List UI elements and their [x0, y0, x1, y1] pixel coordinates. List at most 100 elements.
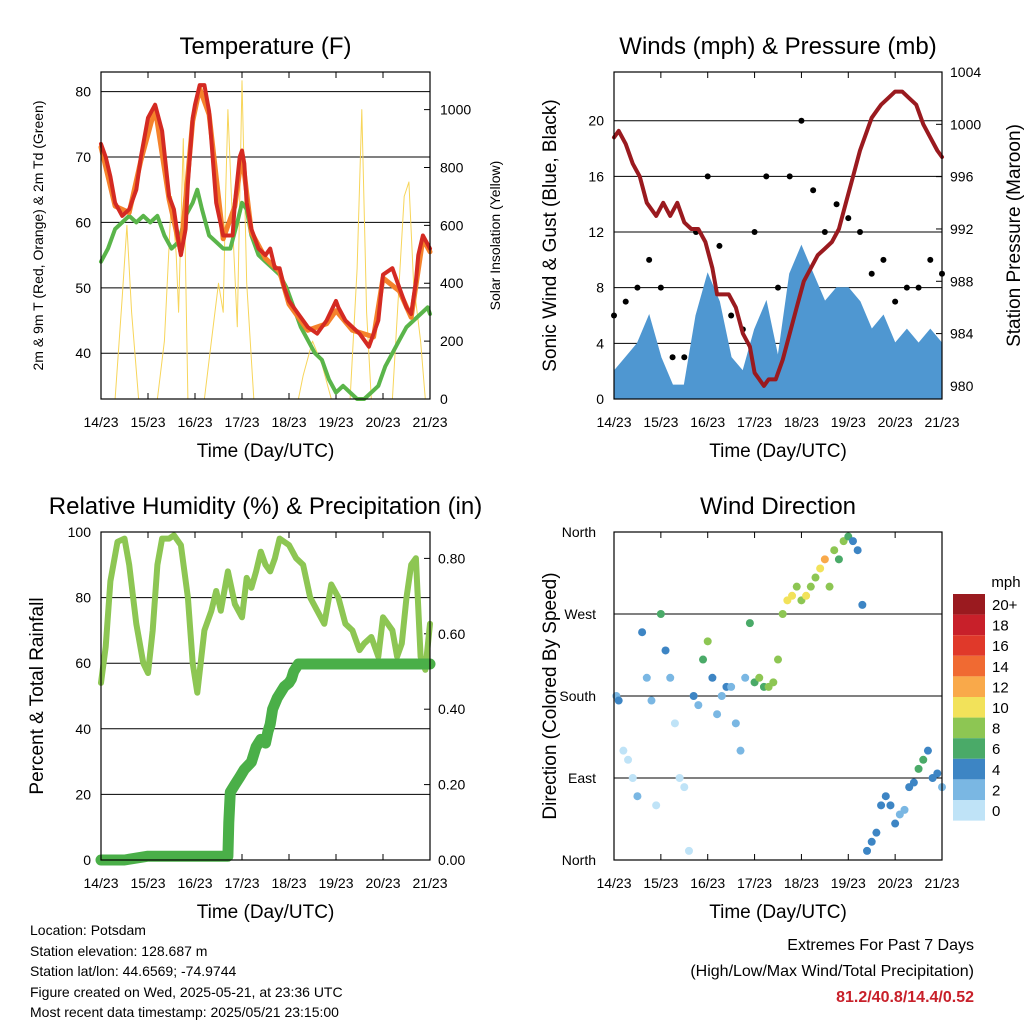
gust-point — [915, 284, 922, 291]
extremes-subheading: (High/Low/Max Wind/Total Precipitation) — [690, 963, 974, 980]
location-text: Location: Potsdam — [30, 922, 146, 938]
direction-point — [694, 701, 703, 710]
gust-point — [728, 312, 735, 319]
direction-point — [745, 619, 754, 628]
direction-point — [853, 546, 862, 555]
direction-point — [900, 805, 909, 814]
gust-point — [763, 173, 770, 180]
gust-point — [810, 187, 817, 194]
gust-point — [646, 256, 653, 263]
gust-point — [821, 229, 828, 236]
winds-ytick-label: 0 — [596, 391, 604, 407]
direction-point — [656, 610, 665, 618]
colorbar-label: 18 — [992, 618, 1009, 635]
direction-ytick-label: North — [562, 524, 596, 540]
sonic-wind-area — [613, 244, 943, 400]
elevation-text: Station elevation: 128.687 m — [30, 942, 208, 959]
direction-point — [703, 637, 712, 646]
colorbar-swatch — [953, 697, 985, 718]
humidity-y2tick-label: 0.80 — [438, 550, 465, 566]
winds-xtick-label: 19/23 — [831, 414, 866, 430]
colorbar-swatch — [953, 779, 985, 800]
winds-xtick-label: 18/23 — [784, 414, 819, 430]
winds-ytick-label: 20 — [588, 113, 604, 129]
gust-point — [833, 201, 840, 208]
direction-point — [713, 710, 722, 719]
precipitation-line — [95, 658, 436, 866]
gust-point — [716, 242, 723, 249]
winds-xlabel: Time (Day/UTC) — [709, 441, 847, 462]
direction-point — [820, 555, 829, 564]
winds-y2tick-label: 988 — [950, 273, 974, 289]
gust-point — [669, 354, 676, 361]
direction-point — [778, 610, 787, 618]
winds-y2tick-label: 992 — [950, 221, 974, 237]
direction-point — [914, 764, 923, 773]
direction-point — [684, 846, 693, 855]
direction-point — [933, 769, 942, 778]
gust-point — [892, 298, 899, 305]
winds-xtick-label: 14/23 — [596, 414, 631, 430]
humidity-ytick-label: 80 — [75, 590, 91, 606]
colorbar-label: 10 — [992, 700, 1009, 717]
temperature-ylabel: 2m & 9m T (Red, Orange) & 2m Td (Green) — [30, 101, 46, 371]
humidity-y2tick-label: 0.20 — [438, 777, 465, 793]
direction-point — [731, 719, 740, 728]
latlon-text: Station lat/lon: 44.6569; -74.9744 — [30, 963, 237, 979]
direction-ytick-label: West — [564, 606, 596, 622]
humidity-ytick-label: 0 — [83, 852, 91, 868]
direction-point — [661, 646, 670, 655]
direction-point — [872, 828, 881, 837]
direction-point — [689, 692, 698, 700]
direction-point — [792, 582, 801, 591]
humidity-xtick-label: 16/23 — [177, 875, 212, 891]
direction-xtick-label: 15/23 — [643, 875, 678, 891]
winds-xtick-label: 15/23 — [643, 414, 678, 430]
gust-point — [857, 229, 863, 236]
direction-point — [708, 673, 717, 682]
winds-y2tick-label: 1000 — [950, 116, 981, 132]
temperature-y2tick-label: 1000 — [440, 102, 471, 118]
colorbar-label: 12 — [992, 679, 1009, 696]
direction-point — [638, 628, 647, 637]
temperature-xtick-label: 19/23 — [318, 414, 353, 430]
direction-point — [755, 673, 764, 682]
direction-ytick-label: East — [568, 770, 596, 786]
direction-point — [825, 582, 834, 591]
direction-point — [881, 792, 890, 801]
relative-humidity-line — [98, 532, 433, 696]
temperature-ytick-label: 80 — [75, 84, 91, 100]
station-info: Location: Potsdam Station elevation: 128… — [30, 920, 343, 1023]
humidity-xtick-label: 20/23 — [365, 875, 400, 891]
colorbar-swatch — [953, 614, 985, 636]
humidity-ytick-label: 100 — [68, 524, 92, 540]
colorbar-swatch — [953, 758, 985, 780]
gust-point — [622, 298, 629, 305]
direction-xtick-label: 14/23 — [596, 875, 631, 891]
humidity-ylabel: Percent & Total Rainfall — [27, 597, 48, 794]
colorbar-label: 14 — [992, 659, 1009, 676]
winds-ytick-label: 12 — [588, 224, 604, 240]
winds-title: Winds (mph) & Pressure (mb) — [619, 33, 936, 60]
temperature-y2tick-label: 0 — [440, 391, 448, 407]
direction-point — [891, 819, 900, 828]
colorbar-swatch — [953, 800, 985, 821]
colorbar-swatch — [953, 655, 985, 677]
pressure-line — [612, 89, 944, 388]
gust-point — [751, 229, 758, 236]
colorbar-swatch — [953, 676, 985, 697]
temperature-xtick-label: 15/23 — [130, 414, 165, 430]
extremes-heading: Extremes For Past 7 Days — [787, 937, 974, 954]
gust-point — [868, 270, 875, 277]
colorbar-label: 0 — [992, 803, 1000, 820]
direction-xtick-label: 20/23 — [878, 875, 913, 891]
gust-point — [786, 173, 793, 180]
humidity-y2tick-label: 0.60 — [438, 626, 465, 642]
colorbar-swatch — [953, 738, 985, 759]
direction-point — [923, 746, 932, 755]
direction-xlabel: Time (Day/UTC) — [709, 902, 847, 923]
direction-point — [919, 755, 928, 764]
temperature-ytick-label: 60 — [75, 214, 91, 230]
direction-point — [680, 783, 689, 792]
